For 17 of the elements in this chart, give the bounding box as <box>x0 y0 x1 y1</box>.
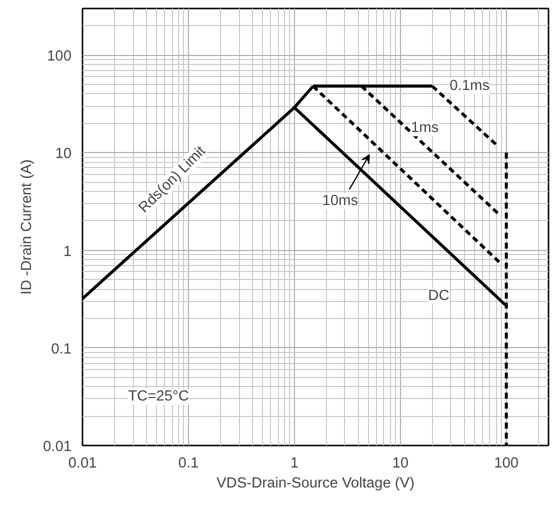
annotation: 0.1ms <box>450 78 490 94</box>
x-axis-title: VDS-Drain-Source Voltage (V) <box>216 476 414 492</box>
annotation: 10ms <box>322 192 358 209</box>
annotation: DC <box>428 288 450 304</box>
x-tick-label: 10 <box>392 456 409 472</box>
x-tick-label: 0.01 <box>68 456 97 472</box>
y-tick-label: 0.1 <box>51 341 72 358</box>
x-tick-label: 0.1 <box>178 456 199 472</box>
x-tick-label: 1 <box>290 456 298 472</box>
y-tick-label: 10 <box>55 146 72 162</box>
y-axis-title: ID -Drain Current (A) <box>18 159 35 295</box>
annotation: 1ms <box>410 120 439 136</box>
y-tick-label: 1 <box>63 244 72 260</box>
annotation: TC=25°C <box>128 388 190 404</box>
y-tick-label: 100 <box>47 48 72 65</box>
x-tick-label: 100 <box>494 456 519 472</box>
y-tick-label: 0.01 <box>42 439 72 455</box>
